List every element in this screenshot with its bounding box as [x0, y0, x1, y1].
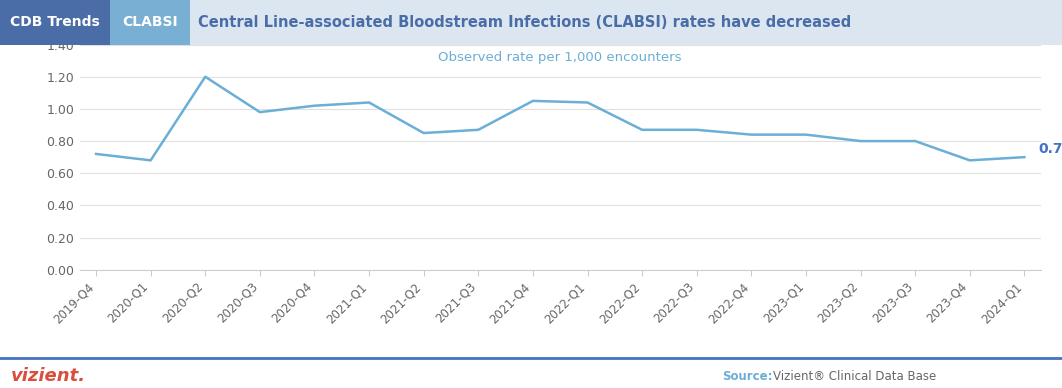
Text: CLABSI: CLABSI	[122, 15, 177, 29]
Text: vizient.: vizient.	[11, 367, 86, 385]
Text: CDB Trends: CDB Trends	[11, 15, 100, 29]
Text: 0.70: 0.70	[1038, 142, 1062, 156]
FancyBboxPatch shape	[0, 0, 110, 45]
FancyBboxPatch shape	[110, 0, 190, 45]
Text: Central Line-associated Bloodstream Infections (CLABSI) rates have decreased: Central Line-associated Bloodstream Infe…	[199, 15, 852, 30]
Text: Source:: Source:	[722, 370, 773, 383]
FancyBboxPatch shape	[190, 0, 1062, 45]
Text: Vizient® Clinical Data Base: Vizient® Clinical Data Base	[773, 370, 937, 383]
Text: Observed rate per 1,000 encounters: Observed rate per 1,000 encounters	[439, 51, 682, 64]
